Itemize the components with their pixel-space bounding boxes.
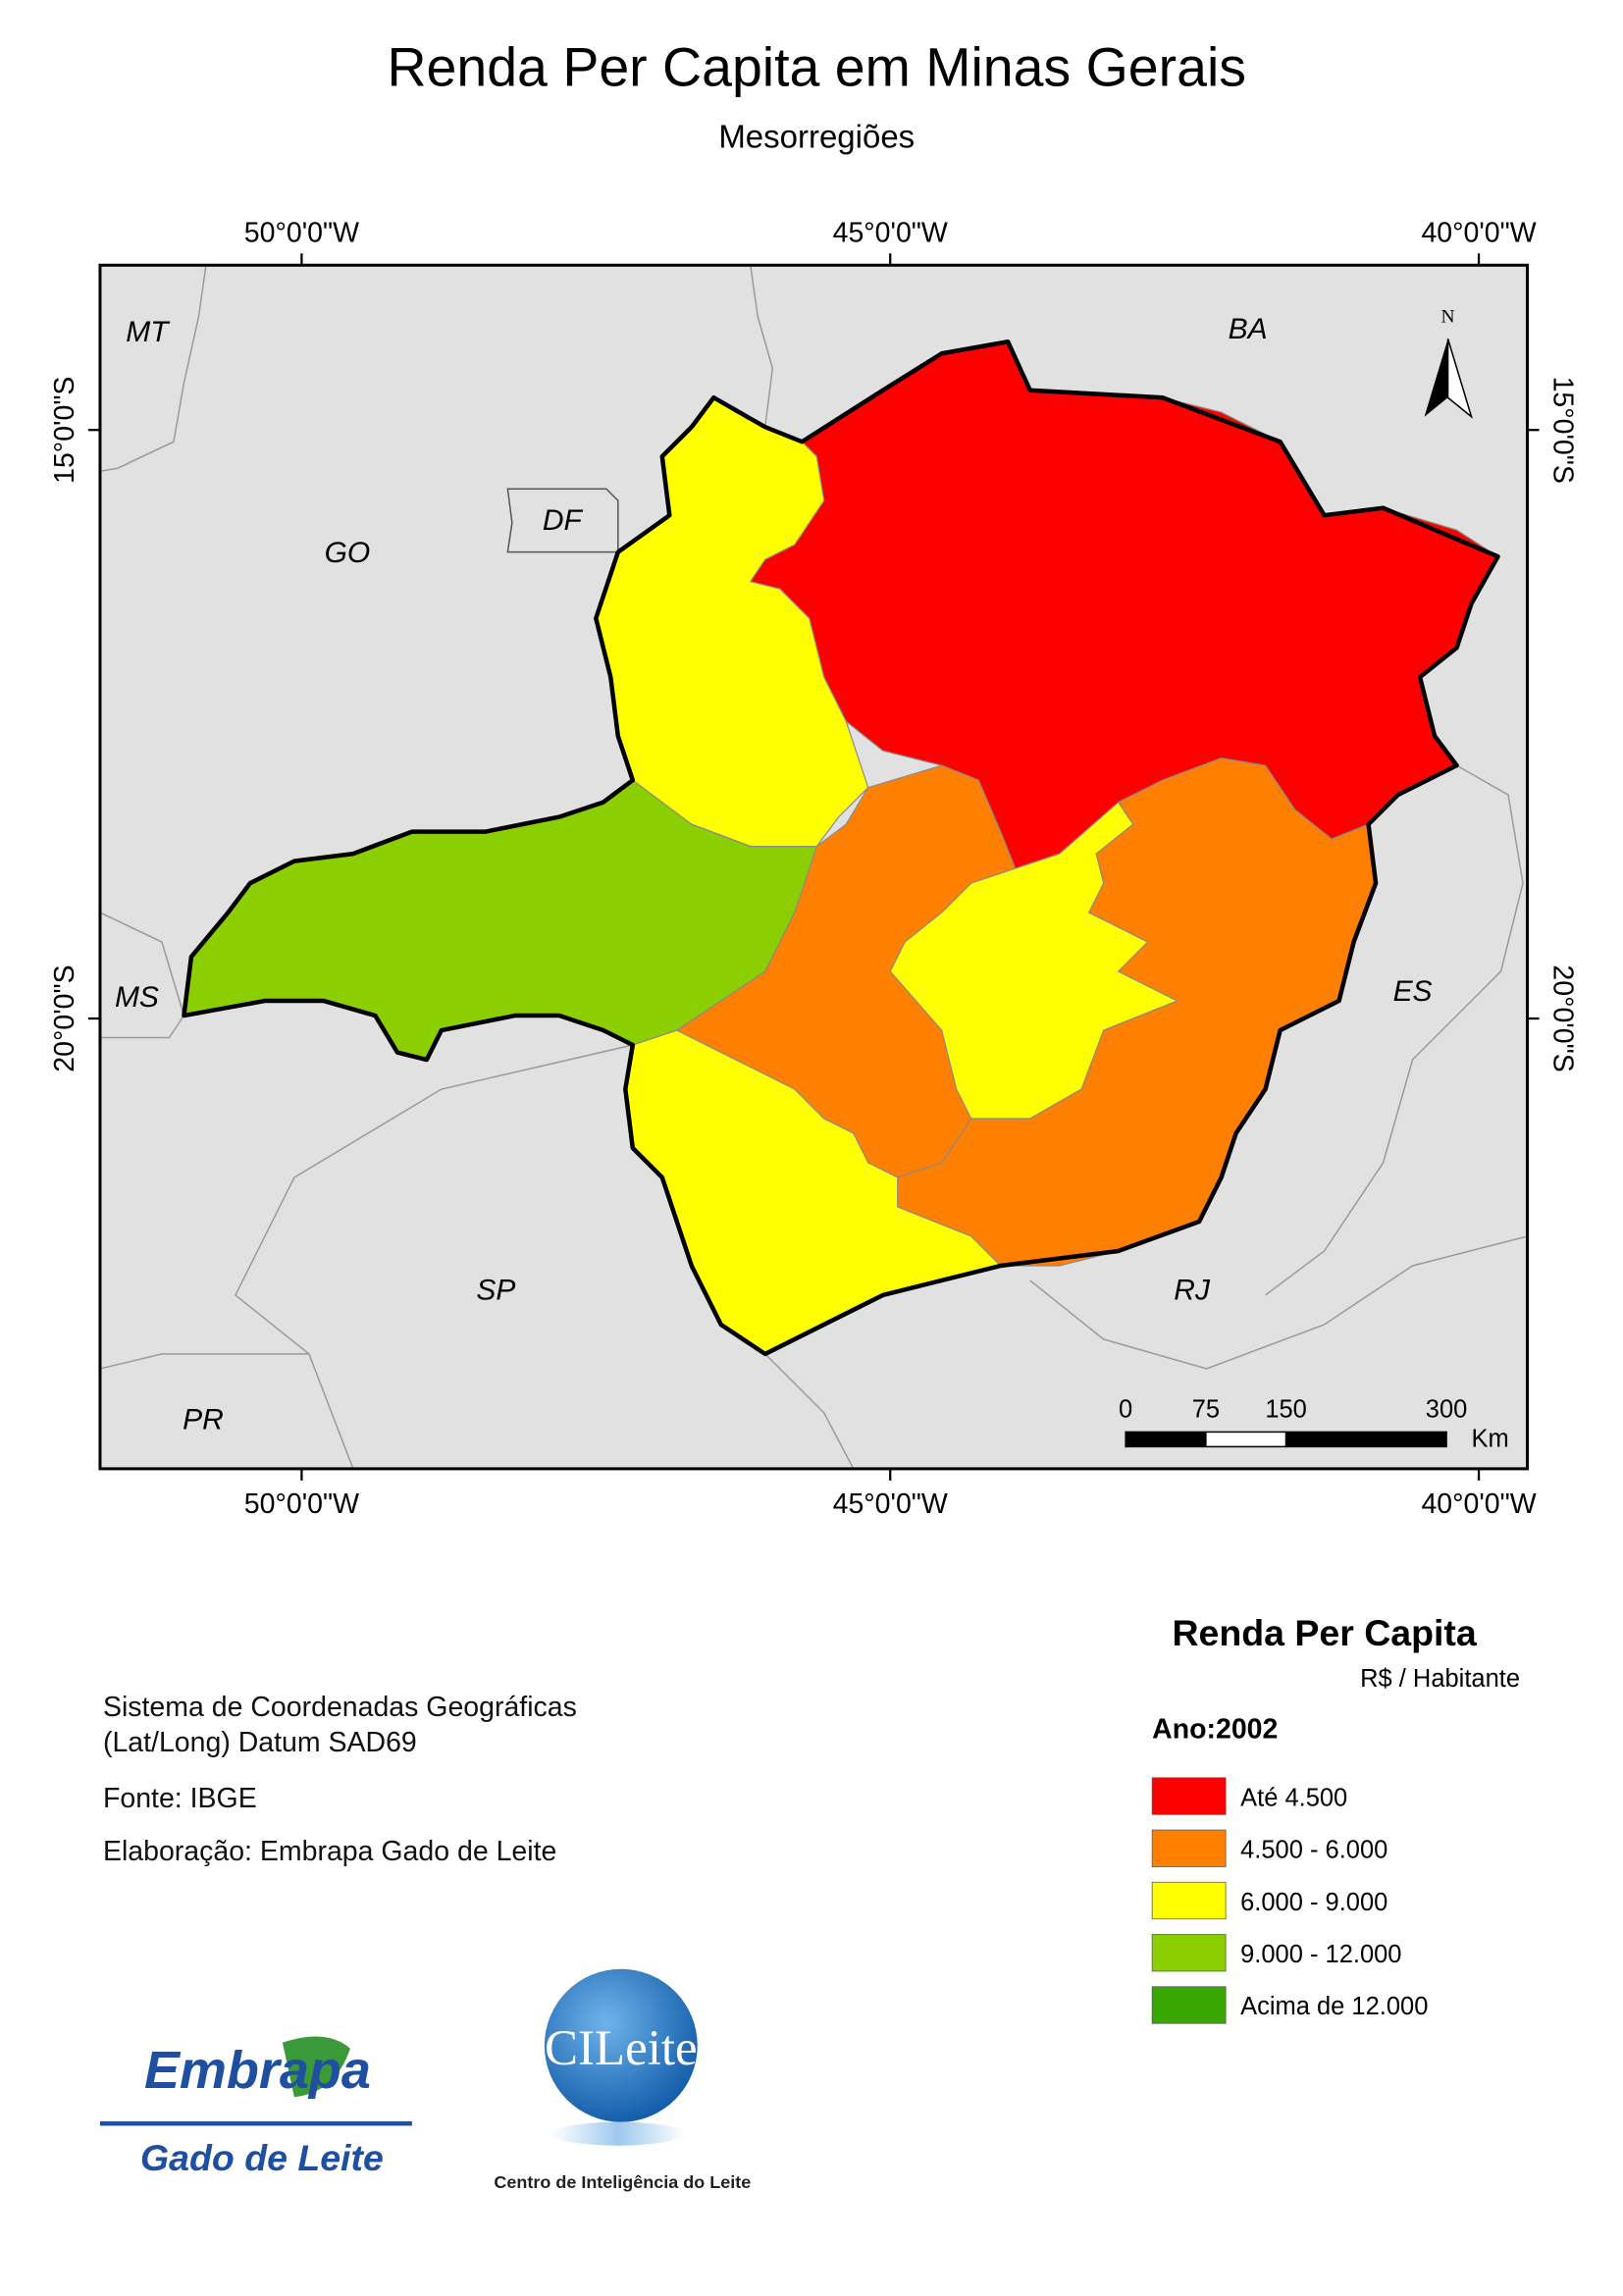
state-label: ES [1393, 975, 1433, 1008]
north-arrow [1446, 339, 1473, 419]
legend: Até 4.500 4.500 - 6.000 6.000 - 9.000 9.000… [1151, 1777, 1428, 2024]
logo-shadow [551, 2121, 685, 2146]
state-label: DF [543, 504, 584, 537]
note: Elaboração: Embrapa Gado de Leite [103, 1836, 556, 1867]
longitude-label: 45°0'0"W [833, 217, 948, 248]
logo-text: CILeite [545, 2021, 698, 2076]
state-label: PR [183, 1403, 224, 1435]
scale-segment [1125, 1431, 1207, 1448]
longitude-label: 50°0'0"W [244, 1488, 359, 1520]
scale-tick-label: 75 [1192, 1395, 1220, 1423]
embrapa-logo: Embrapa Gado de Leite [99, 2036, 412, 2178]
state-label: SP [476, 1274, 515, 1306]
state-label: RJ [1174, 1274, 1211, 1306]
legend-swatch [1151, 1934, 1227, 1972]
latitude-label: 15°0'0"S [49, 377, 80, 484]
state-label: MS [115, 981, 159, 1014]
logo-caption: Centro de Inteligência do Leite [494, 2172, 751, 2192]
north-label: N [1441, 307, 1455, 328]
legend-year: Ano:2002 [1152, 1713, 1278, 1745]
state-label: MT [126, 316, 171, 348]
logo-subtext: Gado de Leite [140, 2137, 384, 2178]
legend-swatch [1151, 1881, 1227, 1920]
scale-tick-label: 300 [1426, 1395, 1468, 1423]
scale-tick-label: 150 [1265, 1395, 1307, 1423]
scale-unit: Km [1472, 1425, 1509, 1452]
latitude-label: 15°0'0"S [1547, 377, 1579, 484]
longitude-label: 40°0'0"W [1421, 1488, 1536, 1520]
latitude-label: 20°0'0"S [1547, 965, 1579, 1071]
note: Fonte: IBGE [103, 1783, 257, 1814]
longitude-label: 40°0'0"W [1421, 217, 1536, 248]
cileite-logo: CILeite Centro de Inteligência do Leite [494, 1968, 751, 2192]
latitude-label: 20°0'0"S [49, 965, 80, 1071]
legend-label: Acima de 12.000 [1240, 1993, 1428, 2020]
longitude-label: 50°0'0"W [244, 217, 359, 248]
longitude-label: 45°0'0"W [833, 1488, 948, 1520]
legend-label: 4.500 - 6.000 [1240, 1837, 1387, 1864]
scale-tick-label: 0 [1119, 1395, 1132, 1423]
graticule-ticks [87, 253, 1540, 1481]
legend-title: Renda Per Capita [1172, 1612, 1477, 1653]
note: (Lat/Long) Datum SAD69 [103, 1727, 417, 1758]
legend-swatch [1151, 1777, 1227, 1815]
map-frame [98, 263, 1530, 1471]
state-label: BA [1229, 313, 1268, 345]
subtitle: Mesorregiões [718, 118, 915, 154]
scale-segment [1205, 1431, 1287, 1448]
note: Sistema de Coordenadas Geográficas [103, 1692, 577, 1723]
logo-text: Embrapa [144, 2041, 371, 2100]
legend-label: 9.000 - 12.000 [1240, 1941, 1401, 1968]
region-metropolitana [889, 801, 1179, 1120]
title: Renda Per Capita em Minas Gerais [387, 36, 1246, 97]
logo-circle [544, 1968, 698, 2122]
legend-unit: R$ / Habitante [1360, 1665, 1520, 1693]
legend-swatch [1151, 1829, 1227, 1867]
mg-outline [182, 339, 1500, 1357]
legend-label: 6.000 - 9.000 [1240, 1889, 1387, 1916]
logo-leaf [282, 2036, 350, 2098]
legend-label: Até 4.500 [1240, 1784, 1347, 1811]
legend-swatch [1151, 1986, 1227, 2024]
scale-segment [1284, 1431, 1447, 1448]
state-label: GO [325, 537, 371, 569]
